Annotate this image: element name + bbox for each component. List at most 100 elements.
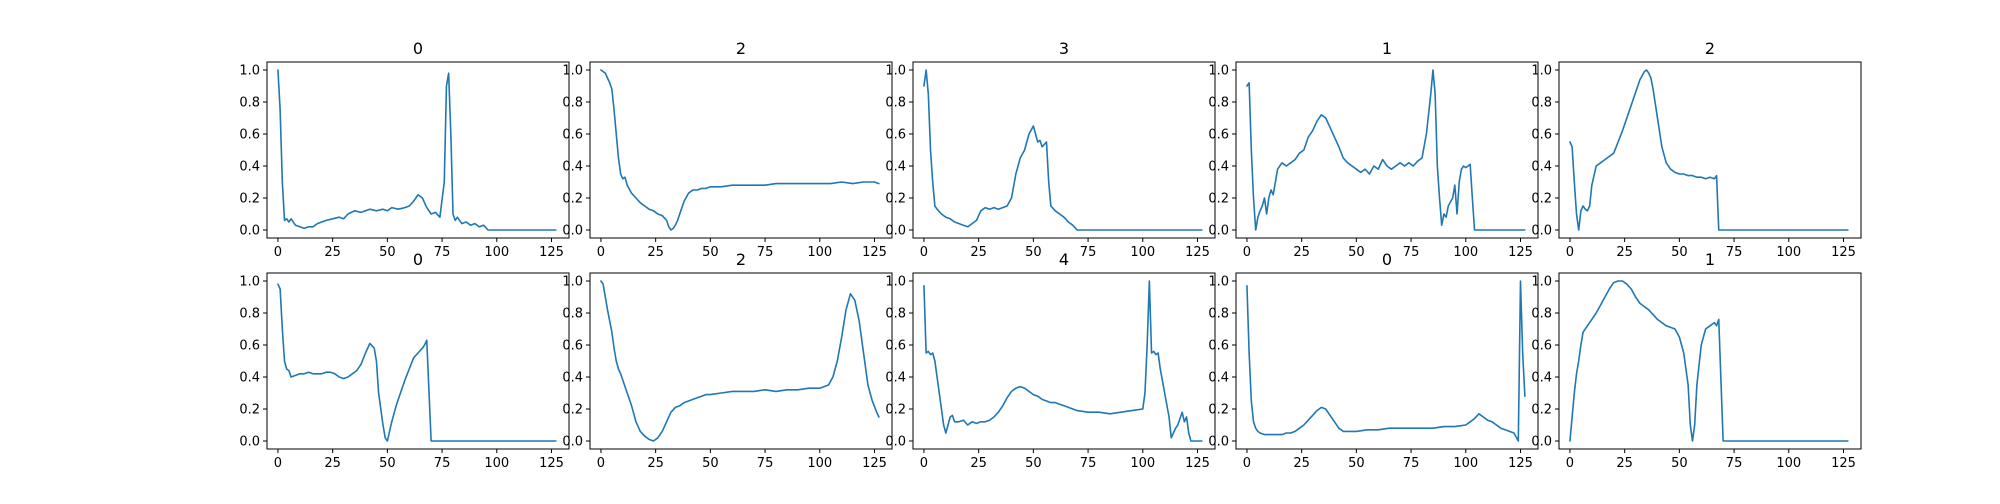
- series-line: [1246, 69, 1526, 231]
- axes-frame: [1235, 272, 1539, 450]
- x-tick-label: 100: [807, 245, 832, 260]
- y-tick-label: 0.2: [1208, 403, 1229, 418]
- y-tick-label: 0.6: [562, 339, 583, 354]
- x-tick-label: 125: [539, 245, 564, 260]
- x-tick-label: 75: [434, 456, 451, 471]
- x-tick-label: 0: [274, 456, 282, 471]
- x-tick-label: 25: [1616, 245, 1633, 260]
- y-tick-label: 0.6: [239, 339, 260, 354]
- subplot-7: 4 0 25 50 75 100 125 0.0 0.2 0.4 0.6 0.8 1.0: [885, 250, 1216, 471]
- axes-frame: [266, 272, 570, 450]
- y-tick-label: 0.8: [1531, 307, 1552, 322]
- y-tick-label: 1.0: [239, 64, 260, 79]
- y-tick-label: 0.4: [1531, 371, 1552, 386]
- y-tick-label: 0.8: [239, 307, 260, 322]
- x-tick-label: 50: [1025, 456, 1042, 471]
- subplot-title: 1: [1382, 39, 1392, 58]
- x-tick-label: 125: [1831, 456, 1856, 471]
- y-tick-label: 1.0: [1531, 275, 1552, 290]
- x-tick-label: 0: [1566, 245, 1574, 260]
- y-tick-label: 0.4: [239, 371, 260, 386]
- x-tick-label: 100: [1130, 456, 1155, 471]
- series-line: [1246, 280, 1526, 442]
- axes-frame: [1558, 272, 1862, 450]
- series-line: [923, 69, 1203, 231]
- axes-frame: [589, 272, 893, 450]
- subplot-5: 0 0 25 50 75 100 125 0.0 0.2 0.4 0.6 0.8 1.0: [239, 250, 570, 471]
- y-tick-label: 0.0: [1208, 224, 1229, 239]
- subplot-4: 2 0 25 50 75 100 125 0.0 0.2 0.4 0.6 0.8 1.0: [1531, 39, 1862, 260]
- y-tick-label: 1.0: [1208, 64, 1229, 79]
- subplot-2: 3 0 25 50 75 100 125 0.0 0.2 0.4 0.6 0.8 1.0: [885, 39, 1216, 260]
- y-tick-label: 0.8: [885, 96, 906, 111]
- x-tick-label: 100: [484, 456, 509, 471]
- x-tick-label: 75: [434, 245, 451, 260]
- x-tick-label: 75: [757, 456, 774, 471]
- y-tick-label: 0.0: [1531, 224, 1552, 239]
- subplot-title: 0: [1382, 250, 1392, 269]
- x-tick-label: 75: [1080, 456, 1097, 471]
- x-tick-label: 75: [1726, 456, 1743, 471]
- series-line: [600, 69, 880, 231]
- y-tick-label: 0.0: [1208, 435, 1229, 450]
- y-tick-label: 0.4: [562, 371, 583, 386]
- x-tick-label: 125: [1508, 456, 1533, 471]
- subplot-title: 0: [413, 39, 423, 58]
- x-tick-label: 0: [274, 245, 282, 260]
- x-tick-label: 25: [970, 245, 987, 260]
- x-tick-label: 125: [1185, 245, 1210, 260]
- subplot-title: 1: [1705, 250, 1715, 269]
- x-tick-label: 75: [1403, 456, 1420, 471]
- y-tick-label: 0.0: [239, 435, 260, 450]
- x-tick-label: 0: [597, 456, 605, 471]
- axes-frame: [912, 61, 1216, 239]
- x-tick-label: 100: [1130, 245, 1155, 260]
- y-tick-label: 1.0: [562, 275, 583, 290]
- subplot-title: 2: [736, 250, 746, 269]
- y-tick-label: 1.0: [1208, 275, 1229, 290]
- y-tick-label: 0.8: [562, 307, 583, 322]
- y-tick-label: 0.0: [1531, 435, 1552, 450]
- x-tick-label: 100: [484, 245, 509, 260]
- x-tick-label: 125: [1831, 245, 1856, 260]
- x-tick-label: 125: [862, 245, 887, 260]
- subplot-title: 2: [1705, 39, 1715, 58]
- y-tick-label: 0.4: [239, 160, 260, 175]
- y-tick-label: 0.2: [562, 403, 583, 418]
- x-tick-label: 0: [1243, 245, 1251, 260]
- y-tick-label: 0.6: [239, 128, 260, 143]
- axes-frame: [1558, 61, 1862, 239]
- x-tick-label: 50: [1025, 245, 1042, 260]
- x-tick-label: 50: [379, 245, 396, 260]
- y-tick-label: 0.6: [1208, 128, 1229, 143]
- x-tick-label: 75: [1403, 245, 1420, 260]
- y-tick-label: 0.8: [1208, 96, 1229, 111]
- x-tick-label: 125: [1508, 245, 1533, 260]
- x-tick-label: 25: [1293, 456, 1310, 471]
- x-tick-label: 25: [1293, 245, 1310, 260]
- subplot-title: 3: [1059, 39, 1069, 58]
- x-tick-label: 50: [702, 456, 719, 471]
- x-tick-label: 100: [1776, 245, 1801, 260]
- y-tick-label: 0.8: [1531, 96, 1552, 111]
- x-tick-label: 100: [1453, 245, 1478, 260]
- subplot-6: 2 0 25 50 75 100 125 0.0 0.2 0.4 0.6 0.8 1.0: [562, 250, 893, 471]
- x-tick-label: 25: [647, 456, 664, 471]
- y-tick-label: 0.2: [885, 192, 906, 207]
- y-tick-label: 0.8: [1208, 307, 1229, 322]
- subplot-title: 0: [413, 250, 423, 269]
- axes-frame: [1235, 61, 1539, 239]
- x-tick-label: 125: [862, 456, 887, 471]
- y-tick-label: 1.0: [885, 275, 906, 290]
- x-tick-label: 100: [807, 456, 832, 471]
- x-tick-label: 100: [1776, 456, 1801, 471]
- x-tick-label: 75: [1726, 245, 1743, 260]
- series-line: [923, 280, 1203, 442]
- y-tick-label: 0.4: [885, 160, 906, 175]
- y-tick-label: 0.2: [1531, 192, 1552, 207]
- subplot-3: 1 0 25 50 75 100 125 0.0 0.2 0.4 0.6 0.8 1.0: [1208, 39, 1539, 260]
- axes-frame: [266, 61, 570, 239]
- y-tick-label: 0.4: [1208, 160, 1229, 175]
- y-tick-label: 1.0: [562, 64, 583, 79]
- y-tick-label: 0.8: [239, 96, 260, 111]
